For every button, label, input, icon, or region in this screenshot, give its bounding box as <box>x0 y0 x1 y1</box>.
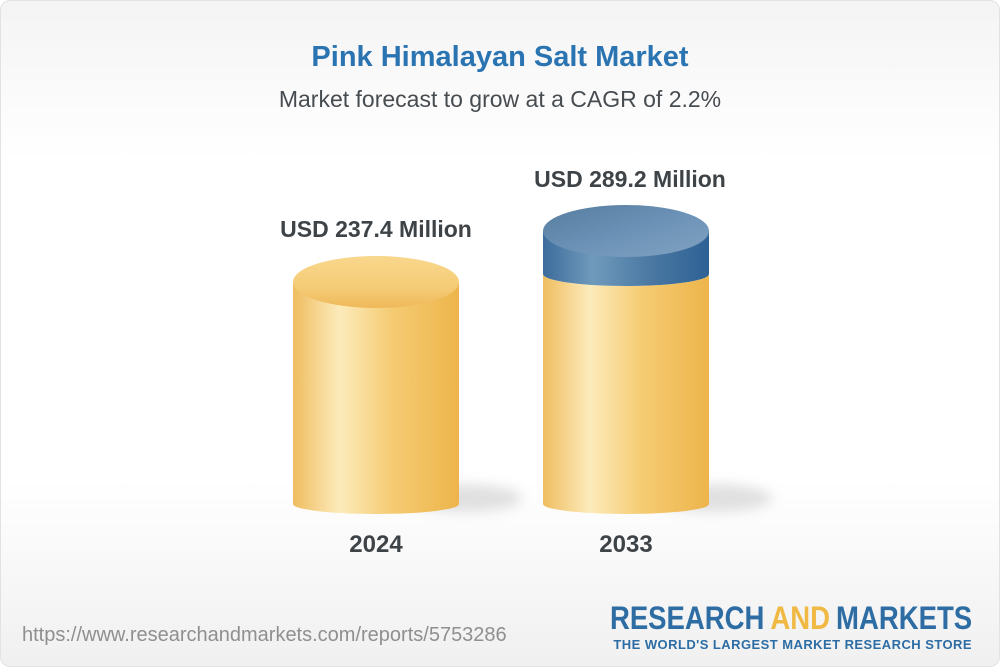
cylinder-2024-top <box>293 256 459 308</box>
logo-word-markets: MARKETS <box>835 600 972 636</box>
logo-wordmark: RESEARCH AND MARKETS <box>610 602 972 634</box>
logo-tagline: THE WORLD'S LARGEST MARKET RESEARCH STOR… <box>613 637 972 652</box>
page-subtitle: Market forecast to grow at a CAGR of 2.2… <box>278 86 722 112</box>
cylinder-2024 <box>293 256 459 514</box>
category-label-2024: 2024 <box>349 531 403 558</box>
cylinder-2033-base-segment <box>543 274 709 514</box>
logo-word-research: RESEARCH <box>609 600 765 636</box>
cylinder-2024-body <box>293 282 459 514</box>
category-label-2033: 2033 <box>599 531 653 558</box>
value-label-2033: USD 289.2 Million <box>534 166 726 192</box>
logo-word-and: AND <box>770 600 830 636</box>
cylinder-2033-top <box>543 205 709 257</box>
value-label-2024: USD 237.4 Million <box>280 216 472 242</box>
page-title: Pink Himalayan Salt Market <box>311 41 689 73</box>
report-url: https://www.researchandmarkets.com/repor… <box>22 624 507 646</box>
cylinder-2033 <box>543 205 709 514</box>
research-and-markets-logo: RESEARCH AND MARKETS THE WORLD'S LARGEST… <box>551 602 972 652</box>
